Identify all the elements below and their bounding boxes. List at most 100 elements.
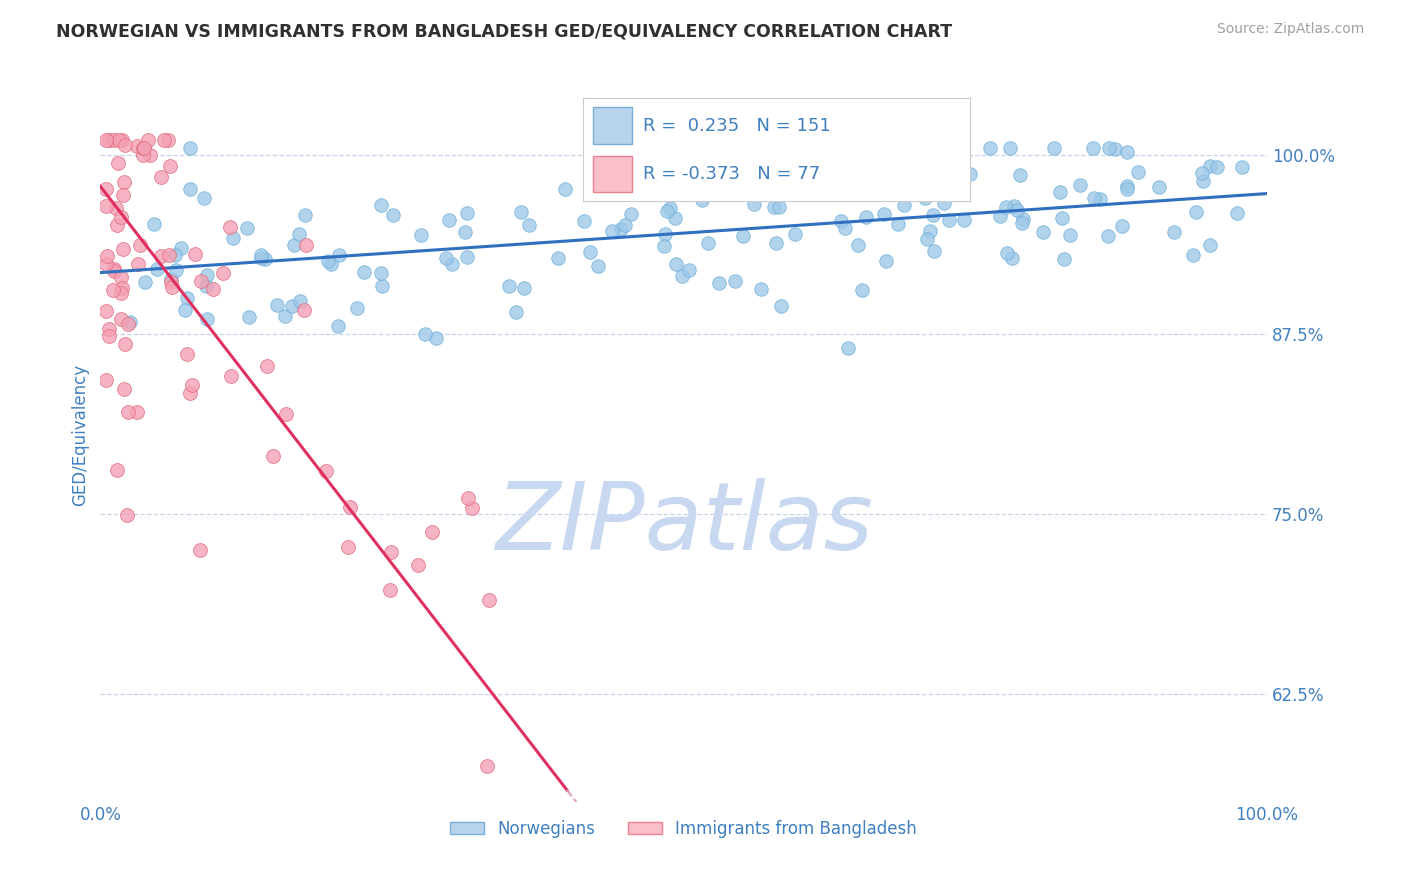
Point — [586, 260, 609, 274]
Point — [288, 227, 311, 241]
Point — [752, 140, 775, 154]
Point — [718, 140, 741, 154]
FancyBboxPatch shape — [593, 107, 631, 145]
Point — [574, 213, 596, 227]
Point — [1126, 165, 1149, 179]
Point — [283, 238, 305, 252]
Point — [153, 133, 176, 147]
Point — [1199, 160, 1222, 174]
Point — [380, 583, 402, 598]
Point — [457, 491, 479, 505]
Point — [105, 219, 128, 233]
Point — [785, 227, 807, 242]
Point — [600, 224, 623, 238]
Point — [112, 383, 135, 397]
Point — [111, 280, 134, 294]
Point — [184, 247, 207, 261]
Point — [193, 191, 215, 205]
Legend: Norwegians, Immigrants from Bangladesh: Norwegians, Immigrants from Bangladesh — [444, 814, 924, 845]
Point — [830, 214, 852, 228]
Point — [149, 249, 172, 263]
Point — [328, 247, 350, 261]
Point — [250, 251, 273, 265]
Point — [96, 249, 118, 263]
Point — [742, 197, 765, 211]
Point — [763, 200, 786, 214]
Point — [202, 282, 225, 296]
Point — [371, 278, 394, 293]
Point — [654, 227, 676, 241]
Point — [751, 282, 773, 296]
Point — [1191, 166, 1213, 180]
Point — [787, 161, 810, 175]
Point — [114, 337, 136, 351]
Point — [103, 264, 125, 278]
Point — [995, 200, 1018, 214]
Point — [195, 312, 218, 326]
Point — [609, 221, 631, 235]
Point — [128, 238, 150, 252]
Point — [1149, 179, 1171, 194]
Point — [316, 254, 339, 268]
Point — [768, 200, 790, 214]
Point — [655, 203, 678, 218]
Point — [920, 224, 942, 238]
Point — [212, 267, 235, 281]
Point — [1053, 252, 1076, 266]
Point — [159, 160, 181, 174]
Point — [280, 300, 302, 314]
Point — [139, 148, 162, 162]
Point — [110, 286, 132, 301]
Point — [103, 133, 125, 147]
Point — [922, 208, 945, 222]
Point — [505, 305, 527, 319]
Point — [292, 303, 315, 318]
Point — [456, 251, 478, 265]
Point — [96, 199, 118, 213]
Point — [690, 193, 713, 207]
Point — [112, 187, 135, 202]
Point — [724, 274, 747, 288]
Point — [136, 133, 159, 147]
Point — [1010, 168, 1032, 182]
Point — [190, 274, 212, 288]
Point — [873, 207, 896, 221]
Point — [408, 558, 430, 573]
Point — [770, 300, 793, 314]
Point — [922, 244, 945, 258]
Text: ZIPatlas: ZIPatlas — [495, 477, 873, 568]
Point — [664, 211, 686, 225]
FancyBboxPatch shape — [593, 155, 631, 193]
Point — [117, 404, 139, 418]
Point — [195, 268, 218, 282]
Point — [1052, 211, 1074, 226]
Point — [887, 217, 910, 231]
Point — [157, 248, 180, 262]
Point — [979, 140, 1001, 154]
Point — [274, 407, 297, 421]
Point — [104, 201, 127, 215]
Point — [998, 140, 1021, 154]
Point — [952, 213, 974, 227]
Point — [554, 182, 576, 196]
Point — [696, 178, 718, 192]
Text: R = -0.373   N = 77: R = -0.373 N = 77 — [644, 165, 821, 183]
Point — [614, 218, 637, 232]
Point — [339, 500, 361, 514]
Point — [1116, 182, 1139, 196]
Point — [110, 312, 132, 326]
Point — [222, 230, 245, 244]
Point — [855, 210, 877, 224]
Point — [288, 293, 311, 308]
Point — [96, 304, 118, 318]
Point — [689, 186, 711, 201]
Point — [1206, 160, 1229, 174]
Point — [498, 279, 520, 293]
Point — [1230, 161, 1253, 175]
Point — [478, 592, 501, 607]
Point — [380, 544, 402, 558]
Point — [461, 501, 484, 516]
Text: R =  0.235   N = 151: R = 0.235 N = 151 — [644, 117, 831, 135]
Point — [266, 298, 288, 312]
Point — [98, 322, 121, 336]
